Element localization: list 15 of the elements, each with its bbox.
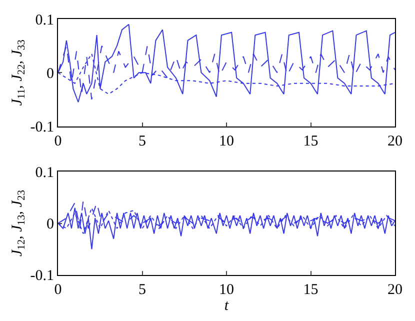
y-tick-label: -0.1 xyxy=(30,120,54,136)
y-tick-label: 0 xyxy=(46,66,54,82)
y-tick-label: 0 xyxy=(46,216,54,233)
x-tick-label: 5 xyxy=(138,133,146,150)
x-tick-label: 15 xyxy=(303,133,318,150)
x-tick-label: 10 xyxy=(219,282,234,298)
y-tick-label: 0.1 xyxy=(35,164,54,181)
x-axis-title: t xyxy=(224,298,230,314)
y-tick-label: 0.1 xyxy=(35,12,54,28)
x-tick-label: 5 xyxy=(138,282,146,298)
x-tick-label: 20 xyxy=(388,133,402,150)
x-tick-label: 10 xyxy=(219,133,234,150)
x-tick-label: 20 xyxy=(388,282,402,298)
x-tick-label: 15 xyxy=(303,282,318,298)
y-tick-label: -0.1 xyxy=(30,268,54,284)
